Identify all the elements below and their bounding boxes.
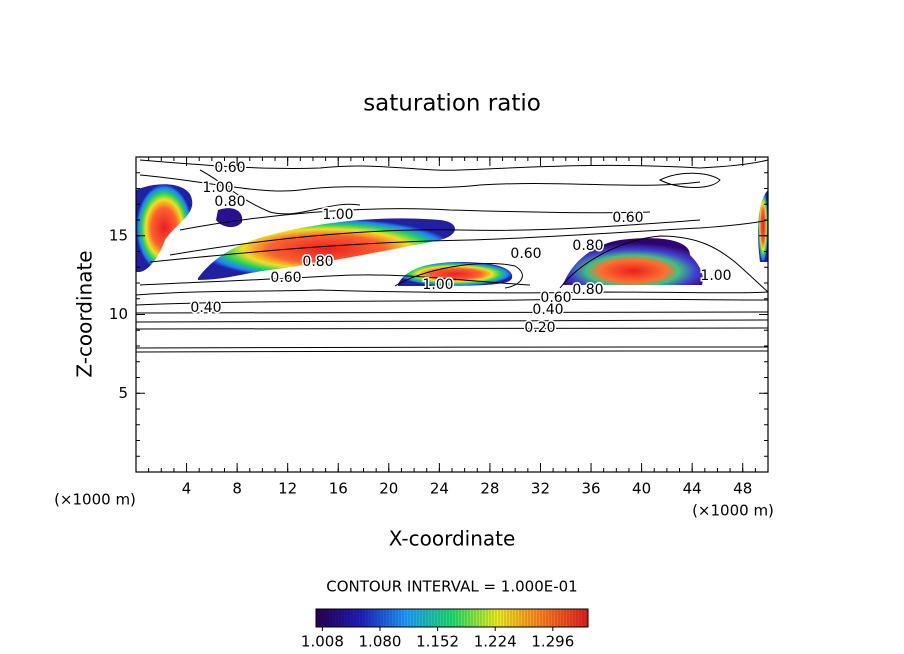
contour-label: 1.00 xyxy=(322,207,353,223)
contour-line xyxy=(135,289,769,296)
x-tick-label: 8 xyxy=(232,480,242,498)
x-tick-label: 44 xyxy=(683,480,702,498)
x-tick-label: 20 xyxy=(379,480,398,498)
x-tick-label: 32 xyxy=(531,480,550,498)
contour-line xyxy=(169,219,701,256)
contour-label: 0.80 xyxy=(572,238,603,254)
contour-interval: CONTOUR INTERVAL = 1.000E-01 xyxy=(326,578,577,596)
color-field xyxy=(398,262,513,286)
contour-line xyxy=(135,350,769,353)
colorbar-tick-label: 1.224 xyxy=(474,633,517,651)
contour-line xyxy=(199,169,361,215)
x-tick-label: 24 xyxy=(430,480,449,498)
y-unit: (×1000 m) xyxy=(54,491,136,509)
colorbar-stripes xyxy=(318,609,587,627)
contour-label: 0.60 xyxy=(510,246,541,262)
contour-label: 0.60 xyxy=(214,160,245,176)
contour-line xyxy=(179,208,651,231)
colorbar-tick-label: 1.152 xyxy=(416,633,459,651)
contour-line xyxy=(139,174,701,192)
contour-label: 0.80 xyxy=(572,282,603,298)
color-field xyxy=(216,208,243,228)
y-tick-label: 5 xyxy=(118,384,128,402)
contour-label: 0.40 xyxy=(532,302,563,318)
contour-label: 1.00 xyxy=(422,277,453,293)
x-unit: (×1000 m) xyxy=(692,502,774,520)
contour-line xyxy=(135,327,769,330)
contour-label: 0.20 xyxy=(524,320,555,336)
x-tick-label: 12 xyxy=(278,480,297,498)
contour-label: 0.80 xyxy=(214,194,245,210)
x-tick-label: 16 xyxy=(329,480,348,498)
contour-label: 0.40 xyxy=(190,300,221,316)
color-field xyxy=(758,190,768,262)
contour-line xyxy=(135,298,769,306)
contour-labels: 0.601.000.801.000.800.60 1.000.400.200.40… xyxy=(189,159,733,338)
color-field xyxy=(136,184,193,272)
contour-line xyxy=(658,172,721,188)
contour-line xyxy=(135,319,769,323)
contour-line xyxy=(559,235,769,293)
color-field xyxy=(198,218,455,280)
contour-line xyxy=(139,274,531,286)
chart-title: saturation ratio xyxy=(363,91,541,117)
contour-label: 0.60 xyxy=(540,290,571,306)
contour-label: 0.80 xyxy=(302,254,333,270)
x-axis-label: X-coordinate xyxy=(389,527,516,551)
color-field xyxy=(563,238,703,285)
color-fields xyxy=(136,184,768,286)
contour-line xyxy=(135,346,769,349)
x-tick-label: 48 xyxy=(733,480,752,498)
x-tick-label: 4 xyxy=(182,480,192,498)
y-axis-label: Z-coordinate xyxy=(73,250,97,377)
contour-line xyxy=(394,263,523,289)
contour-line xyxy=(149,219,769,263)
contour-line xyxy=(139,159,769,171)
colorbar-tick-label: 1.008 xyxy=(301,633,344,651)
contour-label: 0.60 xyxy=(612,210,643,226)
y-tick-label: 15 xyxy=(109,226,128,244)
colorbar-tick-label: 1.296 xyxy=(531,633,574,651)
x-tick-label: 40 xyxy=(632,480,651,498)
colorbar-tick-label: 1.080 xyxy=(359,633,402,651)
contour-line xyxy=(135,311,769,314)
contour-label: 1.00 xyxy=(700,268,731,284)
y-tick-label: 10 xyxy=(109,305,128,323)
contour-label: 1.00 xyxy=(202,180,233,196)
x-tick-label: 28 xyxy=(480,480,499,498)
colorbar xyxy=(315,608,589,628)
x-tick-label: 36 xyxy=(581,480,600,498)
contour-label: 0.60 xyxy=(270,270,301,286)
